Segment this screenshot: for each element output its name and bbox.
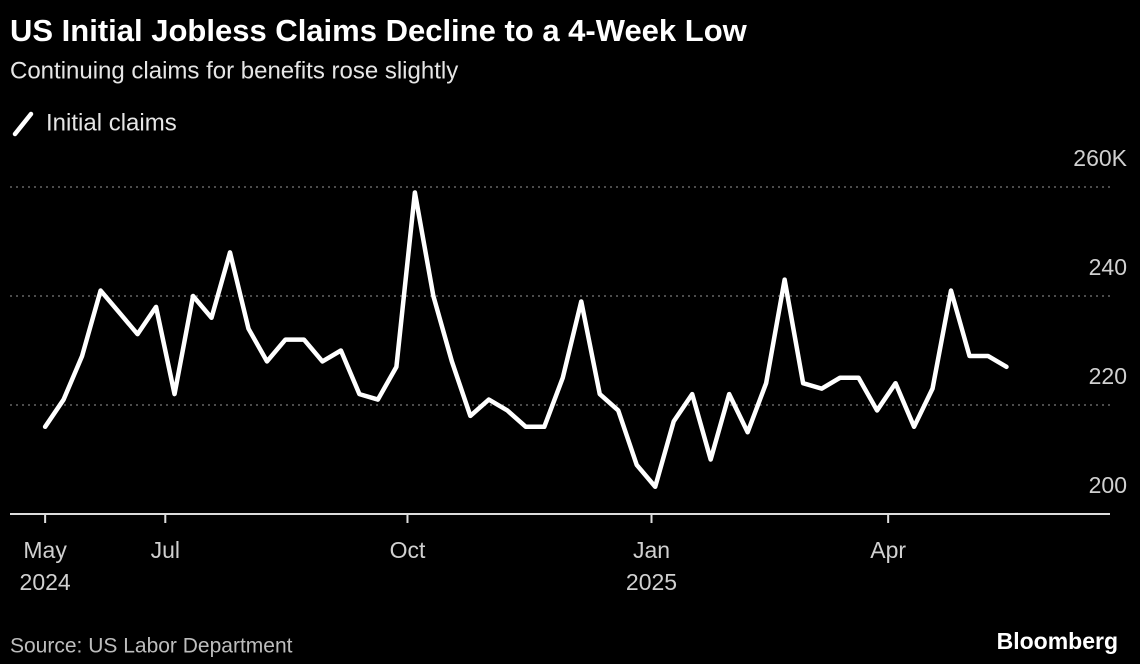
chart-title: US Initial Jobless Claims Decline to a 4…: [10, 13, 748, 48]
legend-label: Initial claims: [46, 109, 177, 136]
y-tick-label: 240: [1089, 254, 1127, 280]
x-tick-label: Jul: [151, 537, 180, 563]
brand: Bloomberg: [997, 628, 1118, 654]
x-tick-label: Apr: [870, 537, 906, 563]
y-tick-label: 220: [1089, 363, 1127, 389]
x-year-label: 2024: [20, 569, 71, 595]
source: Source: US Labor Department: [10, 635, 293, 658]
y-tick-label: 200: [1089, 472, 1127, 498]
line-series: [42, 190, 1009, 489]
legend-swatch: [12, 111, 34, 137]
x-tick-label: Jan: [633, 537, 670, 563]
y-tick-label: 260K: [1073, 145, 1127, 171]
chart-subtitle: Continuing claims for benefits rose slig…: [10, 57, 458, 84]
x-tick-label: Oct: [390, 537, 426, 563]
x-tick-label: May: [23, 537, 67, 563]
x-year-label: 2025: [626, 569, 677, 595]
